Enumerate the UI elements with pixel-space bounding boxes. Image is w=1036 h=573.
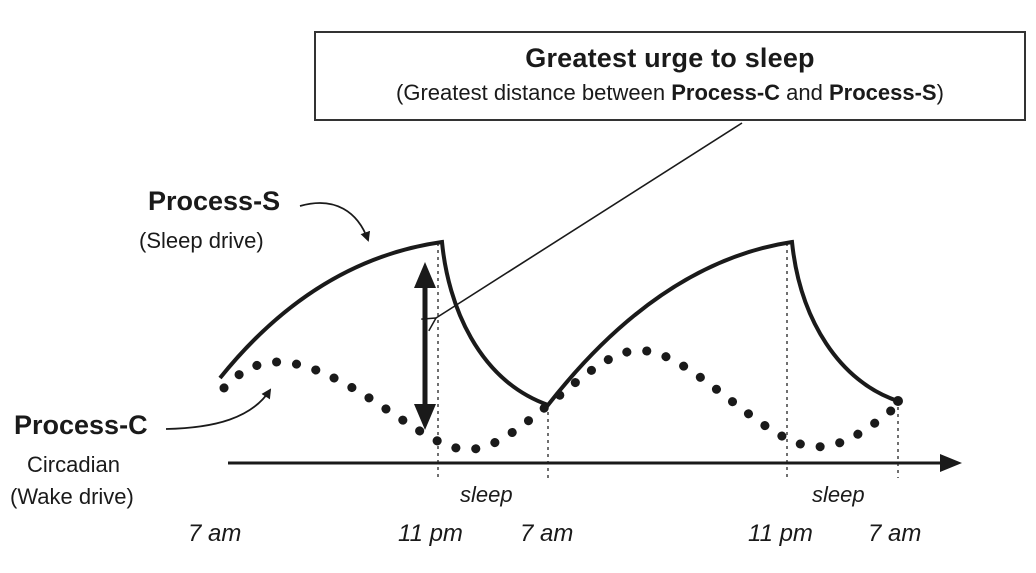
process-c-pointer: [165, 388, 272, 430]
time-label-7am-3: 7 am: [868, 520, 922, 547]
callout-subtitle-pre: (Greatest distance between: [396, 80, 672, 105]
callout-subtitle-process-c: Process-C: [671, 80, 781, 105]
callout-title: Greatest urge to sleep: [525, 43, 815, 73]
process-s-end-dot: [893, 396, 903, 406]
process-s-curve: [218, 239, 899, 408]
time-label-7am-2: 7 am: [520, 520, 574, 547]
callout-pointer: [436, 122, 743, 318]
callout-subtitle-process-s: Process-S: [828, 80, 937, 105]
process-s-pointer: [299, 202, 371, 242]
sleep-label-2: sleep: [812, 482, 865, 507]
callout-subtitle-and: and: [780, 80, 829, 105]
time-axis-arrowhead: [940, 454, 962, 472]
process-c-line1: Circadian: [27, 452, 120, 477]
time-label-7am-1: 7 am: [188, 520, 242, 547]
process-s-subtitle: (Sleep drive): [139, 228, 264, 253]
callout-subtitle-post: ): [936, 80, 944, 105]
sleep-boundary-guides: [437, 243, 899, 478]
process-c-curve: [219, 346, 903, 454]
time-label-11pm-1: 11 pm: [398, 520, 463, 547]
sleep-label-1: sleep: [460, 482, 513, 507]
process-s-title: Process-S: [148, 186, 281, 216]
callout-subtitle: (Greatest distance between Process-C and…: [316, 80, 1024, 106]
time-label-11pm-2: 11 pm: [748, 520, 813, 547]
greatest-urge-callout: Greatest urge to sleep (Greatest distanc…: [314, 31, 1026, 121]
process-c-line2: (Wake drive): [10, 484, 134, 509]
distance-double-arrow: [414, 262, 436, 430]
process-c-title: Process-C: [14, 410, 148, 440]
